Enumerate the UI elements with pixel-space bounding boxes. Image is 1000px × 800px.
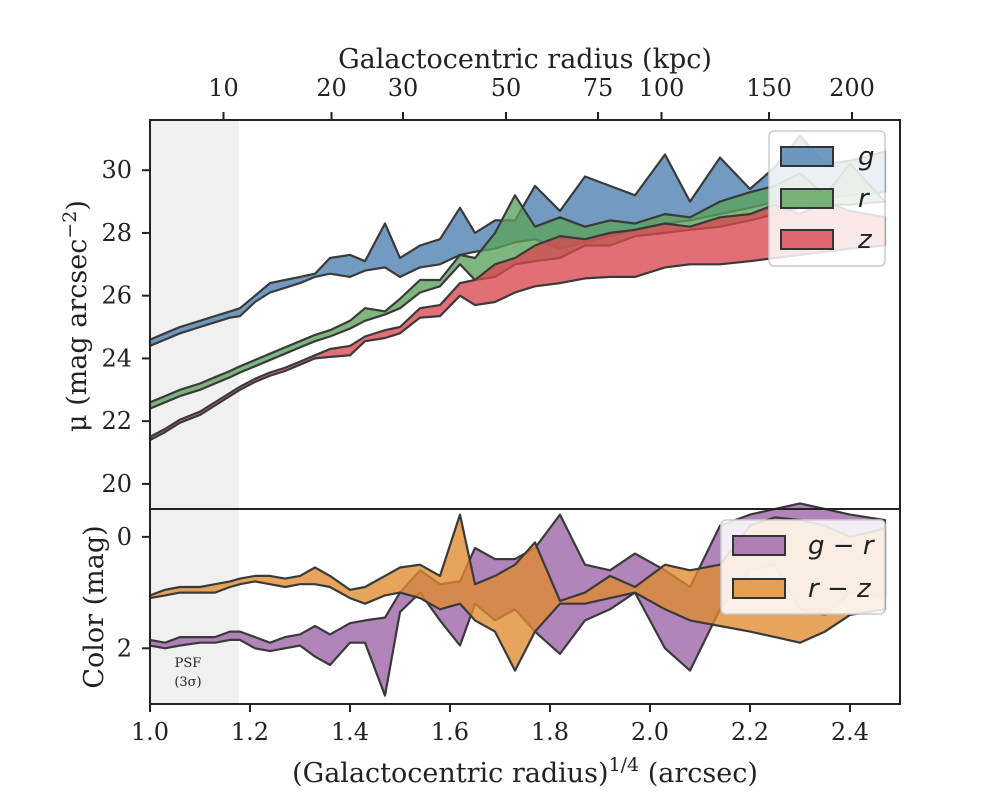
x-tick-label: 2.4: [831, 718, 869, 746]
y-tick-label: 20: [101, 470, 132, 498]
top-legend: g r z: [768, 130, 886, 267]
top-tick-label: 20: [316, 74, 347, 102]
top-y-axis-title: μ (mag arcsec−2): [59, 200, 93, 432]
legend-swatch-g: [780, 146, 834, 167]
legend-label-g: g: [858, 142, 875, 172]
top-secondary-ticks: 10 20 30 50 75 100 150 200: [208, 74, 875, 120]
bottom-x-ticks: 1.0 1.2 1.4 1.6 1.8 2.0 2.2 2.4: [131, 704, 869, 746]
y-tick-label: 22: [101, 407, 132, 435]
x-tick-label: 2.0: [631, 718, 669, 746]
y-tick-label: 2: [117, 634, 132, 662]
legend-swatch-g-minus-r: [732, 535, 786, 556]
x-tick-label: 1.6: [431, 718, 469, 746]
legend-swatch-r-minus-z: [732, 578, 786, 599]
x-tick-label: 1.4: [331, 718, 369, 746]
bottom-x-axis-superscript: 1/4: [609, 754, 640, 776]
legend-label-r-minus-z: r − z: [808, 574, 872, 604]
x-tick-label: 1.2: [231, 718, 269, 746]
psf-label-line1: PSF: [175, 656, 202, 671]
legend-label-g-minus-r: g − r: [808, 531, 876, 561]
top-tick-label: 30: [388, 74, 419, 102]
y-tick-label: 28: [101, 219, 132, 247]
psf-region-bottom: [150, 509, 239, 704]
top-tick-label: 100: [639, 74, 685, 102]
top-tick-label: 200: [829, 74, 875, 102]
y-tick-label: 30: [101, 156, 132, 184]
top-tick-label: 10: [208, 74, 239, 102]
surface-brightness-panel: 20 22 24 26 28 30 10 20 30 50 75 100 150 200 Galacto…: [59, 44, 901, 510]
color-panel: 02 1.0 1.2 1.4 1.6 1.8 2.0 2.2 2.4 PSF (3σ) Col…: [79, 502, 901, 789]
bottom-panel-frame: [149, 508, 901, 705]
top-axis-title: Galactocentric radius (kpc): [338, 44, 712, 75]
top-tick-label: 150: [746, 74, 792, 102]
legend-swatch-z: [780, 229, 834, 250]
top-y-axis-superscript: −2: [59, 211, 81, 239]
legend-label-z: z: [857, 225, 873, 255]
top-tick-label: 75: [583, 74, 614, 102]
psf-label-line2: (3σ): [174, 675, 201, 690]
bottom-legend: g − r r − z: [720, 519, 886, 615]
legend-swatch-r: [780, 188, 834, 209]
x-tick-label: 1.8: [531, 718, 569, 746]
x-tick-label: 2.2: [731, 718, 769, 746]
y-tick-label: 0: [117, 523, 132, 551]
top-tick-label: 50: [491, 74, 522, 102]
y-tick-label: 26: [101, 282, 132, 310]
bottom-y-axis-title: Color (mag): [79, 525, 110, 688]
x-tick-label: 1.0: [131, 718, 169, 746]
top-y-ticks: 20 22 24 26 28 30: [101, 156, 150, 498]
bottom-x-axis-title: (Galactocentric radius)1/4 (arcsec): [292, 754, 758, 789]
y-tick-label: 24: [101, 344, 132, 372]
bottom-y-ticks: 02: [117, 523, 150, 662]
legend-label-r: r: [858, 184, 871, 214]
